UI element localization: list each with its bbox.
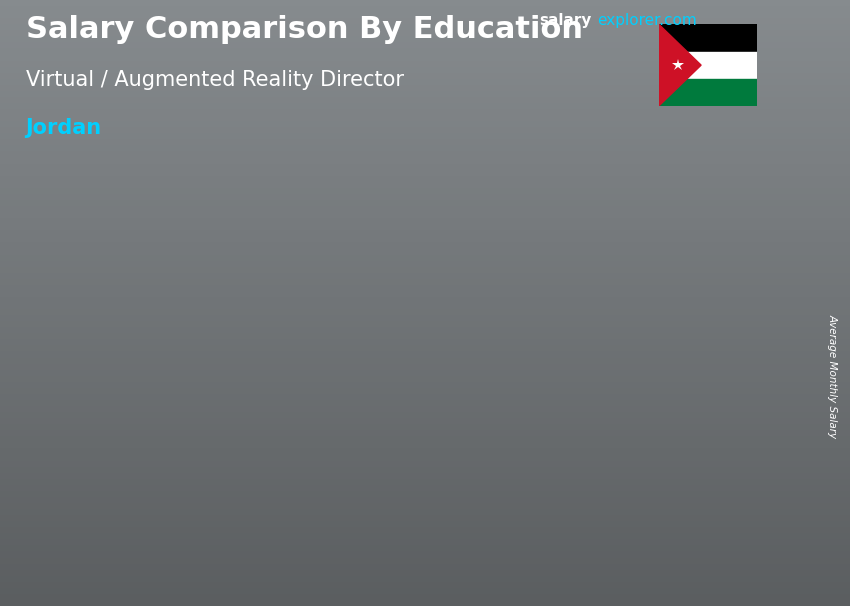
Text: Salary Comparison By Education: Salary Comparison By Education bbox=[26, 15, 582, 44]
Bar bbox=[513, 339, 586, 343]
Text: Virtual / Augmented Reality Director: Virtual / Augmented Reality Director bbox=[26, 70, 404, 90]
Bar bbox=[513, 343, 586, 545]
Text: +44%: +44% bbox=[434, 284, 501, 304]
Bar bbox=[659, 52, 756, 79]
Text: 2,000 JOD: 2,000 JOD bbox=[375, 388, 441, 402]
Bar bbox=[371, 405, 445, 545]
Bar bbox=[230, 442, 237, 545]
Bar bbox=[654, 307, 727, 545]
Text: Jordan: Jordan bbox=[26, 118, 102, 138]
Bar bbox=[230, 440, 303, 442]
Bar bbox=[513, 343, 520, 545]
Text: Average Monthly Salary: Average Monthly Salary bbox=[827, 314, 837, 438]
Bar bbox=[654, 307, 661, 545]
Bar bbox=[89, 457, 96, 545]
Bar bbox=[654, 302, 727, 307]
Text: +35%: +35% bbox=[292, 352, 360, 372]
Text: explorer.com: explorer.com bbox=[597, 13, 696, 28]
Text: 1,480 JOD: 1,480 JOD bbox=[234, 425, 300, 438]
Bar bbox=[89, 456, 162, 457]
Text: 3,410 JOD: 3,410 JOD bbox=[657, 290, 723, 303]
Bar bbox=[371, 405, 378, 545]
Bar bbox=[230, 442, 303, 545]
Polygon shape bbox=[659, 24, 701, 106]
Text: salary: salary bbox=[540, 13, 592, 28]
Text: +18%: +18% bbox=[151, 395, 218, 415]
Bar bbox=[659, 24, 756, 52]
Bar bbox=[371, 403, 445, 405]
Bar bbox=[659, 79, 756, 106]
Text: 2,890 JOD: 2,890 JOD bbox=[516, 326, 582, 339]
Bar bbox=[89, 457, 162, 545]
Text: 1,260 JOD: 1,260 JOD bbox=[93, 441, 159, 453]
Text: +18%: +18% bbox=[575, 263, 642, 283]
